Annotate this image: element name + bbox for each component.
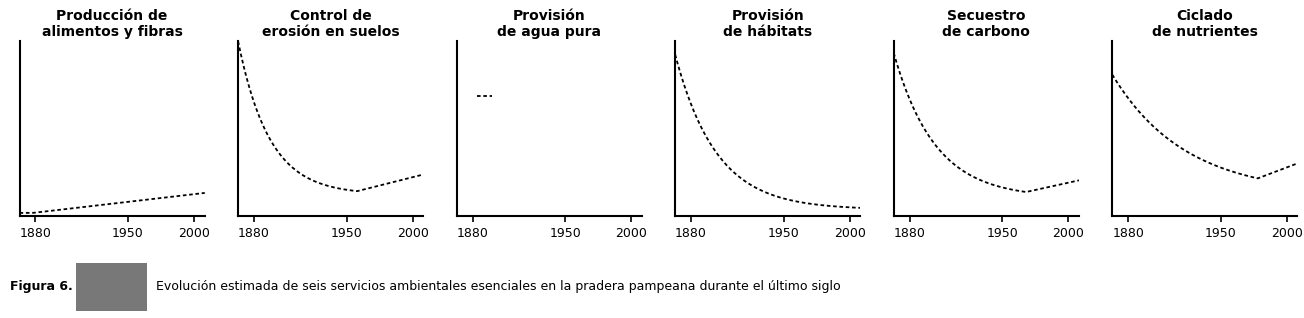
Title: Control de
erosión en suelos: Control de erosión en suelos (262, 9, 399, 39)
FancyBboxPatch shape (76, 263, 147, 311)
Title: Provisión
de agua pura: Provisión de agua pura (497, 9, 601, 39)
Text: Figura 6.: Figura 6. (10, 280, 73, 294)
Title: Producción de
alimentos y fibras: Producción de alimentos y fibras (42, 9, 183, 39)
Title: Secuestro
de carbono: Secuestro de carbono (943, 9, 1030, 39)
Title: Ciclado
de nutrientes: Ciclado de nutrientes (1151, 9, 1258, 39)
Text: Evolución estimada de seis servicios ambientales esenciales en la pradera pampea: Evolución estimada de seis servicios amb… (156, 280, 841, 294)
Title: Provisión
de hábitats: Provisión de hábitats (724, 9, 812, 39)
